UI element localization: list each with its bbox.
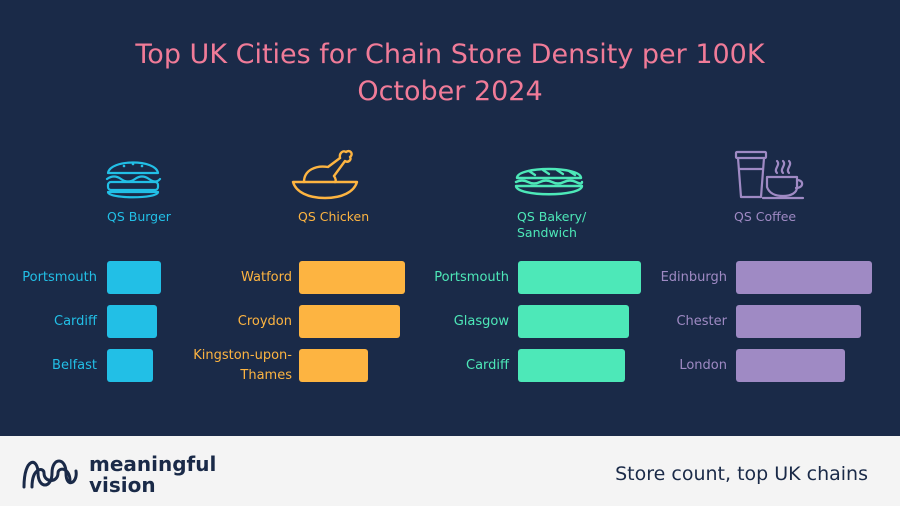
bar — [299, 261, 405, 294]
bar — [107, 261, 161, 294]
bar — [299, 349, 368, 382]
logo-line-1: meaningful — [89, 452, 217, 476]
logo-wordmark: meaningful vision — [89, 454, 216, 496]
category-label: QS Burger — [107, 209, 171, 225]
logo-line-2: vision — [89, 473, 156, 497]
category-label: QS Coffee — [734, 209, 796, 225]
city-label: Cardiff — [54, 314, 97, 329]
category-label-line: QS Bakery/ — [517, 209, 587, 224]
footer — [0, 436, 900, 506]
chart-subtitle: October 2024 — [357, 76, 543, 107]
category-label-line: QS Chicken — [298, 209, 370, 224]
city-label: Chester — [676, 314, 727, 329]
sandwich-icon — [514, 167, 584, 196]
category-label-line: Sandwich — [517, 225, 577, 240]
footer-note: Store count, top UK chains — [615, 463, 868, 485]
bar — [736, 349, 845, 382]
bar — [518, 305, 629, 338]
category-label-line: QS Burger — [107, 209, 171, 224]
bar — [107, 305, 157, 338]
category-label: QS Bakery/Sandwich — [517, 209, 586, 241]
city-label: Portsmouth — [22, 270, 97, 285]
city-label: Croydon — [237, 314, 292, 329]
city-label: Edinburgh — [660, 270, 727, 285]
city-label: Belfast — [52, 358, 97, 373]
city-label: Cardiff — [466, 358, 509, 373]
city-label: Portsmouth — [434, 270, 509, 285]
bar — [518, 261, 641, 294]
chart-title: Top UK Cities for Chain Store Density pe… — [135, 39, 765, 70]
city-label: London — [679, 358, 727, 373]
city-label: Watford — [241, 270, 292, 285]
city-label: Kingston-upon-Thames — [193, 348, 292, 383]
category-label: QS Chicken — [298, 209, 369, 225]
bar — [736, 261, 872, 294]
bar — [299, 305, 400, 338]
bar — [107, 349, 153, 382]
meaningful-vision-logo-icon — [22, 459, 78, 489]
roast-chicken-icon — [291, 149, 359, 200]
city-label: Glasgow — [453, 314, 509, 329]
burger-icon — [105, 161, 162, 199]
coffee-cup-icon — [734, 150, 805, 200]
category-label-line: QS Coffee — [734, 209, 797, 224]
bar — [736, 305, 861, 338]
bar — [518, 349, 625, 382]
